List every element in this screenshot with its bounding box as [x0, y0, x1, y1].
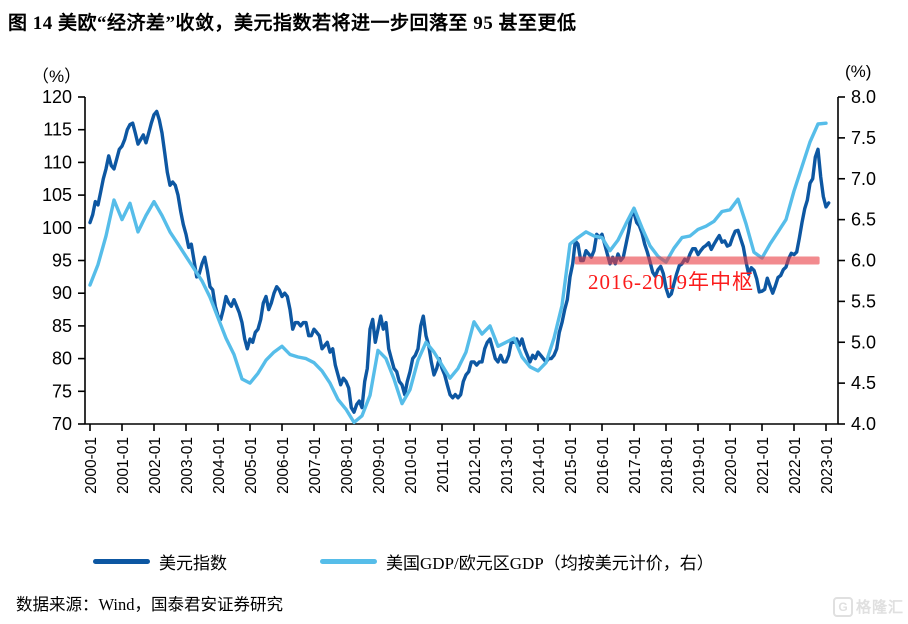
legend-label-usd-index: 美元指数 [159, 554, 227, 573]
x-axis-tick-label: 2014-01 [531, 437, 548, 494]
x-axis-tick-label: 2007-01 [307, 437, 324, 494]
right-axis-tick-label: 6.0 [851, 251, 876, 271]
watermark-gelonghui: G 格隆汇 [832, 596, 904, 617]
x-axis-tick-label: 2018-01 [659, 437, 676, 494]
x-axis-tick-label: 2021-01 [755, 437, 772, 494]
left-axis-tick-label: 115 [43, 120, 72, 140]
x-axis-tick-label: 2016-01 [595, 437, 612, 494]
x-axis-tick-label: 2020-01 [723, 437, 740, 494]
x-axis-tick-label: 2009-01 [371, 437, 388, 494]
left-axis-tick-label: 85 [52, 316, 72, 336]
series-line-0 [88, 109, 831, 414]
left-axis-tick-label: 90 [52, 283, 72, 303]
right-axis-tick-label: 7.0 [851, 169, 876, 189]
legend-item-usd-index: 美元指数 [93, 549, 227, 574]
legend-swatch-gdp-ratio [320, 559, 377, 564]
right-axis-tick-label: 5.0 [851, 332, 876, 352]
left-axis-tick-label: 120 [42, 87, 72, 107]
left-axis-tick-label: 105 [42, 185, 72, 205]
right-axis-tick-label: 8.0 [851, 87, 876, 107]
x-axis-tick-label: 2008-01 [339, 437, 356, 494]
left-axis-tick-label: 70 [52, 414, 72, 434]
x-axis-tick-label: 2013-01 [499, 437, 516, 494]
annotation-text: 2016-2019年中枢 [588, 270, 754, 294]
annotation-band [574, 256, 820, 265]
left-axis-tick-label: 110 [43, 152, 72, 172]
x-axis-tick-label: 2012-01 [467, 437, 484, 494]
x-axis-tick-label: 2017-01 [627, 437, 644, 494]
left-axis-tick-label: 100 [42, 218, 72, 238]
right-axis-tick-label: 4.5 [851, 373, 876, 393]
left-axis-tick-label: 75 [52, 381, 72, 401]
x-axis-tick-label: 2004-01 [211, 437, 228, 494]
left-axis-unit-label: （%） [32, 67, 82, 86]
x-axis-tick-label: 2006-01 [275, 437, 292, 494]
x-axis-tick-label: 2023-01 [819, 437, 836, 494]
right-axis-tick-label: 7.5 [851, 128, 876, 148]
legend: 美元指数 美国GDP/欧元区GDP（均按美元计价，右） [93, 549, 714, 574]
figure-title: 图 14 美欧“经济差”收敛，美元指数若将进一步回落至 95 甚至更低 [8, 13, 577, 34]
gelonghui-logo-icon: G [832, 596, 853, 617]
x-axis-tick-label: 2019-01 [691, 437, 708, 494]
right-axis-tick-label: 5.5 [851, 291, 876, 311]
right-axis-tick-label: 6.5 [851, 210, 876, 230]
legend-swatch-usd-index [93, 559, 150, 564]
left-axis-tick-label: 80 [52, 349, 72, 369]
x-axis-tick-label: 2015-01 [563, 437, 580, 494]
x-axis-tick-label: 2005-01 [243, 437, 260, 494]
left-axis-tick-label: 95 [52, 251, 72, 271]
right-axis-tick-label: 4.0 [851, 414, 876, 434]
x-axis-tick-label: 2003-01 [179, 437, 196, 494]
watermark-text: 格隆汇 [855, 599, 904, 616]
x-axis-tick-label: 2022-01 [787, 437, 804, 494]
source-note: 数据来源：Wind，国泰君安证券研究 [16, 595, 283, 614]
x-axis-tick-label: 2002-01 [147, 437, 164, 494]
x-axis-tick-label: 2011-01 [435, 437, 452, 493]
legend-label-gdp-ratio: 美国GDP/欧元区GDP（均按美元计价，右） [386, 554, 714, 573]
series-line-1 [88, 121, 828, 425]
x-axis-tick-label: 2001-01 [115, 437, 132, 494]
right-axis-unit-label: (%) [845, 62, 872, 81]
legend-item-gdp-ratio: 美国GDP/欧元区GDP（均按美元计价，右） [320, 549, 714, 574]
x-axis-tick-label: 2000-01 [83, 437, 100, 494]
x-axis-tick-label: 2010-01 [403, 437, 420, 494]
